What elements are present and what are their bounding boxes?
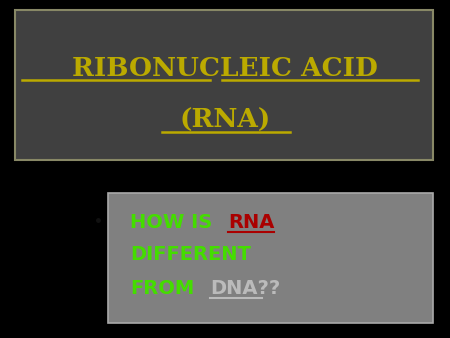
Text: DIFFERENT: DIFFERENT bbox=[130, 245, 251, 265]
FancyBboxPatch shape bbox=[108, 193, 433, 323]
Text: RNA: RNA bbox=[228, 213, 274, 232]
Text: DNA??: DNA?? bbox=[210, 279, 280, 297]
FancyBboxPatch shape bbox=[15, 10, 433, 160]
Text: •: • bbox=[94, 215, 103, 229]
Text: RIBONUCLEIC ACID: RIBONUCLEIC ACID bbox=[72, 55, 378, 80]
Text: (RNA): (RNA) bbox=[180, 107, 270, 132]
Text: FROM: FROM bbox=[130, 279, 194, 297]
Text: HOW IS: HOW IS bbox=[130, 213, 219, 232]
